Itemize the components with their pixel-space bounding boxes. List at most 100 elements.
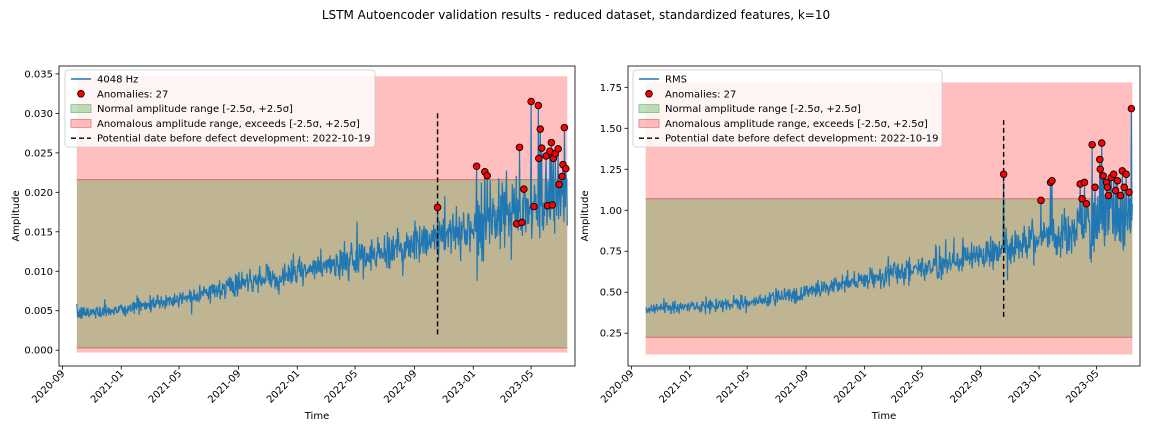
y-tick-label: 0.030 (24, 109, 53, 120)
y-tick-label: 1.50 (600, 124, 622, 135)
legend-label-anomalous: Anomalous amplitude range, exceeds [-2.5… (665, 119, 928, 130)
y-tick-label: 0.000 (24, 346, 53, 357)
legend-anomalous-patch (638, 119, 660, 128)
legend-anomalous-patch (70, 119, 92, 128)
x-tick-label: 2022-05 (323, 368, 360, 405)
anomaly-point (1122, 170, 1130, 178)
anomaly-point (1037, 196, 1045, 205)
legend-label-anomalous: Anomalous amplitude range, exceeds [-2.5… (97, 119, 360, 130)
legend-box (64, 69, 376, 148)
y-tick-label: 0.50 (600, 288, 622, 299)
left-chart-axes: 0.000 0.005 0.010 0.015 0.020 0.025 0.030 0.035… (11, 65, 576, 422)
anomaly-point (1080, 178, 1089, 187)
figure-title: LSTM Autoencoder validation results - re… (322, 8, 830, 22)
x-tick-label: 2022-05 (890, 368, 927, 405)
anomaly-point (548, 201, 557, 209)
x-axis-label: Time (871, 411, 896, 422)
anomaly-point (1120, 183, 1128, 192)
x-tick-label: 2022-01 (832, 368, 869, 405)
anomaly-point (535, 154, 543, 163)
x-tick-label: 2020-09 (30, 368, 67, 405)
y-tick-label: 0.010 (24, 267, 53, 278)
anomaly-point (527, 97, 535, 106)
y-tick-label: 0.005 (24, 306, 53, 317)
y-tick-label: 0.020 (24, 188, 53, 199)
legend-label-normal: Normal amplitude range [-2.5σ, +2.5σ] (665, 104, 861, 115)
legend-label-potential: Potential date before defect development… (665, 134, 938, 145)
anomaly-point (1116, 191, 1125, 200)
anomaly-point (560, 123, 569, 132)
axes-frame (627, 65, 1141, 367)
y-tick-label: 1.00 (600, 206, 622, 217)
legend-normal-patch (70, 104, 92, 113)
legend-label-series: RMS (665, 75, 687, 86)
x-tick-label: 2021-05 (715, 368, 752, 405)
anomaly-point (1096, 165, 1105, 174)
x-tick-label: 2023-05 (499, 368, 536, 405)
legend-marker-handle (77, 90, 85, 98)
anomaly-point (1091, 183, 1099, 192)
anomaly-point (547, 138, 556, 147)
anomaly-point (1078, 195, 1086, 203)
axes-frame (58, 65, 576, 367)
anomaly-point (542, 152, 550, 160)
x-tick-label: 2022-01 (265, 368, 302, 405)
anomaly-point (1109, 170, 1118, 178)
anomaly-point (1048, 177, 1056, 185)
x-tick-label: 2023-05 (1064, 368, 1101, 405)
x-tick-label: 2021-01 (658, 368, 695, 405)
anomaly-point (1104, 191, 1113, 200)
anomaly-point (1111, 186, 1120, 195)
anomaly-point (1096, 155, 1104, 164)
series-line (76, 101, 568, 319)
anomaly-point (558, 172, 566, 181)
anomaly-point (1082, 199, 1091, 208)
anomaly-point (472, 162, 481, 171)
x-tick-label: 2022-09 (948, 368, 985, 405)
x-tick-label: 2021-09 (774, 368, 811, 405)
x-tick-label: 2021-05 (147, 368, 184, 405)
y-tick-label: 1.75 (600, 83, 622, 94)
anomaly-point (555, 180, 563, 189)
anomaly-point (1125, 188, 1133, 196)
legend-label-potential: Potential date before defect development… (97, 134, 370, 145)
y-tick-label: 0.015 (24, 227, 53, 238)
legend-box (632, 69, 943, 148)
legend-label-normal: Normal amplitude range [-2.5σ, +2.5σ] (97, 104, 293, 115)
anomaly-point (1127, 104, 1136, 113)
anomaly-point (1088, 140, 1096, 149)
anomaly-point (530, 202, 538, 211)
anomaly-point (554, 145, 562, 153)
x-tick-label: 2021-01 (89, 368, 126, 405)
legend-normal-patch (638, 104, 660, 113)
anomaly-point (1097, 139, 1106, 147)
y-tick-label: 1.25 (600, 165, 622, 176)
anomaly-point (999, 170, 1008, 178)
x-tick-label: 2022-09 (382, 368, 419, 405)
x-tick-label: 2023-01 (441, 368, 478, 405)
y-axis-label: Amplitude (580, 190, 591, 241)
legend-label-anomalies: Anomalies: 27 (97, 89, 168, 100)
x-tick-label: 2020-09 (599, 368, 636, 405)
x-tick-label: 2021-09 (206, 368, 243, 405)
anomaly-point (1103, 183, 1112, 192)
anomaly-point (536, 125, 545, 133)
anomaly-point (1099, 172, 1107, 180)
y-tick-label: 0.035 (24, 69, 53, 80)
series-line (645, 108, 1133, 315)
anomaly-point (433, 203, 442, 212)
anomaly-point (534, 101, 543, 110)
anomaly-point (537, 144, 546, 152)
y-tick-label: 0.25 (600, 329, 622, 340)
right-chart-axes: 0.25 0.50 0.75 1.00 1.25 1.50 1.75 2020-09 2021-… (580, 65, 1141, 422)
y-axis-label: Amplitude (11, 190, 22, 241)
anomaly-point (1113, 177, 1122, 185)
x-tick-label: 2023-01 (1007, 368, 1044, 405)
y-tick-label: 0.75 (600, 247, 622, 258)
legend-label-anomalies: Anomalies: 27 (665, 89, 736, 100)
legend-marker-handle (645, 90, 653, 98)
anomaly-point (518, 218, 526, 227)
anomaly-point (520, 185, 528, 193)
y-tick-label: 0.025 (24, 148, 53, 159)
